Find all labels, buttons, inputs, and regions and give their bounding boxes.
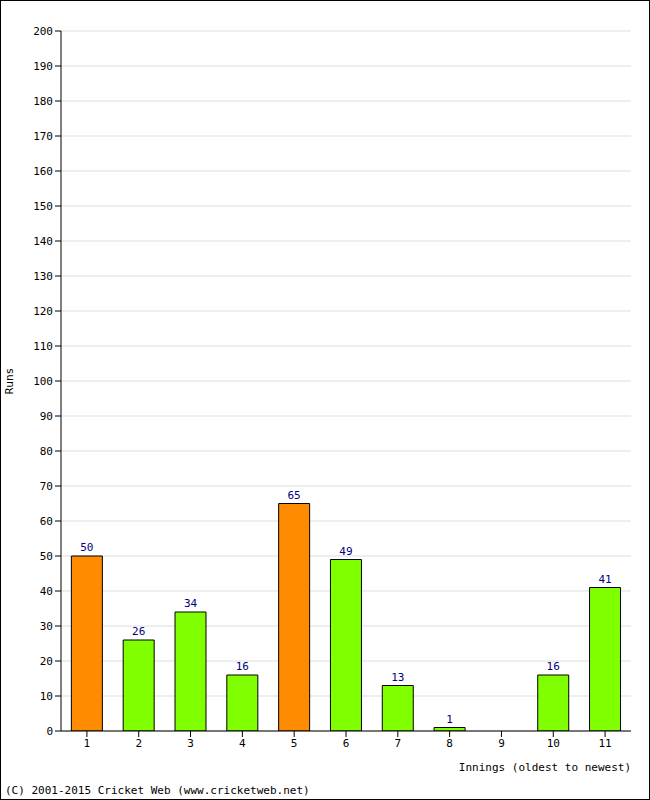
svg-text:0: 0	[46, 725, 53, 738]
svg-text:90: 90	[40, 410, 53, 423]
svg-text:7: 7	[395, 737, 402, 750]
svg-text:160: 160	[33, 165, 53, 178]
svg-text:10: 10	[547, 737, 560, 750]
svg-text:140: 140	[33, 235, 53, 248]
svg-text:70: 70	[40, 480, 53, 493]
svg-text:130: 130	[33, 270, 53, 283]
html-text:(C) 2001-2015 Cricket Web (www: (C) 2001-2015 Cricket Web (www.cricketwe…	[5, 784, 310, 797]
svg-text:150: 150	[33, 200, 53, 213]
svg-text:120: 120	[33, 305, 53, 318]
svg-text:13: 13	[391, 671, 404, 684]
svg-text:40: 40	[40, 585, 53, 598]
svg-text:190: 190	[33, 60, 53, 73]
svg-text:110: 110	[33, 340, 53, 353]
svg-text:180: 180	[33, 95, 53, 108]
svg-text:50: 50	[40, 550, 53, 563]
svg-text:9: 9	[498, 737, 505, 750]
svg-text:65: 65	[288, 489, 301, 502]
svg-text:26: 26	[132, 625, 145, 638]
svg-text:11: 11	[598, 737, 611, 750]
svg-text:50: 50	[80, 541, 93, 554]
svg-text:80: 80	[40, 445, 53, 458]
svg-text:Innings (oldest to newest): Innings (oldest to newest)	[459, 761, 631, 774]
svg-text:100: 100	[33, 375, 53, 388]
svg-text:6: 6	[343, 737, 350, 750]
svg-text:16: 16	[547, 660, 560, 673]
svg-text:60: 60	[40, 515, 53, 528]
svg-text:2: 2	[135, 737, 142, 750]
svg-text:170: 170	[33, 130, 53, 143]
svg-text:4: 4	[239, 737, 246, 750]
svg-text:200: 200	[33, 25, 53, 38]
svg-text:49: 49	[339, 545, 352, 558]
svg-text:3: 3	[187, 737, 194, 750]
svg-text:10: 10	[40, 690, 53, 703]
svg-text:Runs: Runs	[8, 368, 16, 395]
svg-text:5: 5	[291, 737, 298, 750]
svg-text:30: 30	[40, 620, 53, 633]
svg-text:34: 34	[184, 597, 198, 610]
svg-text:16: 16	[236, 660, 249, 673]
svg-text:1: 1	[84, 737, 91, 750]
svg-text:41: 41	[598, 573, 611, 586]
svg-text:20: 20	[40, 655, 53, 668]
svg-text:8: 8	[446, 737, 453, 750]
svg-text:1: 1	[446, 713, 453, 726]
